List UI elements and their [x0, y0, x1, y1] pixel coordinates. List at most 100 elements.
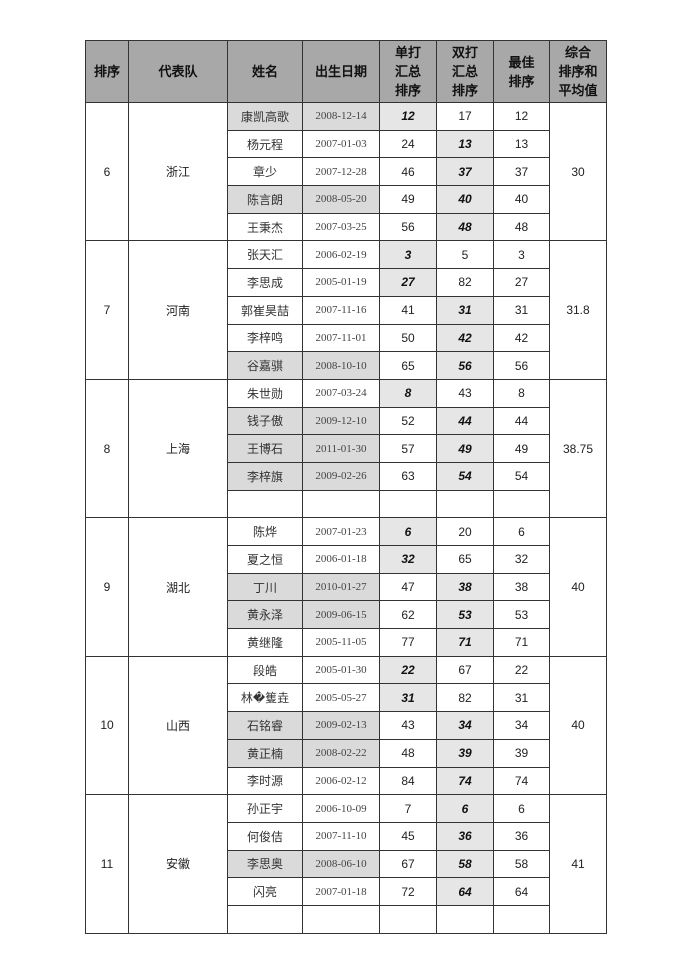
singles-rank: 32: [379, 545, 437, 574]
group-team: 安徽: [128, 794, 228, 934]
doubles-rank: 40: [436, 185, 494, 214]
doubles-rank: 71: [436, 628, 494, 657]
group-average: 30: [549, 101, 607, 242]
table-row: [86, 904, 607, 934]
best-rank: 27: [493, 268, 550, 297]
best-rank: 31: [493, 683, 550, 713]
singles-rank: 45: [379, 821, 437, 851]
header-average: 综合 排序和 平均值: [549, 40, 607, 103]
doubles-rank: 82: [436, 268, 494, 297]
doubles-rank: 54: [436, 461, 494, 491]
birth-date: 2007-03-24: [302, 378, 380, 408]
group-rank: 11: [85, 794, 129, 934]
best-rank: 13: [493, 129, 550, 159]
table-row: 黄永泽 2009-06-15 62 53 53: [86, 600, 607, 630]
doubles-rank: 31: [436, 295, 494, 325]
birth-date: 2007-11-01: [302, 323, 380, 353]
player-name: 李思成: [227, 268, 303, 297]
player-name: 朱世勋: [227, 378, 303, 408]
player-name: 康凯高歌: [227, 102, 303, 131]
group-average: 40: [549, 517, 607, 657]
header-doubles: 双打 汇总 排序: [436, 40, 494, 103]
table-row: 杨元程 2007-01-03 24 13 13: [86, 129, 607, 159]
group-average: 38.75: [549, 378, 607, 519]
singles-rank: 7: [379, 794, 437, 823]
table-row: 闪亮 2007-01-18 72 64 64: [86, 877, 607, 906]
best-rank: 53: [493, 600, 550, 630]
singles-rank: 3: [379, 240, 437, 270]
singles-rank: 22: [379, 655, 437, 685]
table-row: 陈言朗 2008-05-20 49 40 40: [86, 185, 607, 214]
table-row: 李思成 2005-01-19 27 82 27: [86, 268, 607, 297]
player-name: 林�篗垚: [227, 683, 303, 713]
player-name: 张天汇: [227, 240, 303, 270]
singles-rank: 6: [379, 517, 437, 546]
table-row: 林�篗垚 2005-05-27 31 82 31: [86, 683, 607, 713]
birth-date: 2006-02-12: [302, 766, 380, 796]
best-rank: 58: [493, 849, 550, 879]
singles-rank: 48: [379, 738, 437, 768]
best-rank: 32: [493, 545, 550, 574]
table-row: 何俊佶 2007-11-10 45 36 36: [86, 821, 607, 851]
singles-rank: 56: [379, 212, 437, 242]
birth-date: 2008-10-10: [302, 351, 380, 380]
birth-date: 2005-01-30: [302, 655, 380, 685]
table-row: [86, 489, 607, 519]
best-rank: 44: [493, 406, 550, 436]
player-name: 王博石: [227, 434, 303, 463]
best-rank: 6: [493, 517, 550, 546]
table-row: 谷嘉骐 2008-10-10 65 56 56: [86, 351, 607, 380]
player-name: 李时源: [227, 766, 303, 796]
singles-rank: 47: [379, 572, 437, 602]
table-row: 王秉杰 2007-03-25 56 48 48: [86, 212, 607, 242]
table-row: 9 湖北 陈烨 2007-01-23 6 20 6 40: [85, 517, 607, 657]
doubles-rank: 56: [436, 351, 494, 380]
doubles-rank: 44: [436, 406, 494, 436]
table-row: 黄正楠 2008-02-22 48 39 39: [86, 738, 607, 768]
player-name: 陈烨: [227, 517, 303, 546]
singles-rank: 65: [379, 351, 437, 380]
birth-date: 2007-01-23: [302, 517, 380, 546]
birth-date: 2007-03-25: [302, 212, 380, 242]
doubles-rank: 20: [436, 517, 494, 546]
best-rank: 37: [493, 157, 550, 187]
header-row: 排序 代表队 姓名 出生日期 单打 汇总 排序 双打 汇总 排序 最佳 排序 综合 排序和 平…: [85, 40, 607, 103]
best-rank: 31: [493, 295, 550, 325]
player-name: 黄继隆: [227, 628, 303, 657]
singles-rank: 43: [379, 711, 437, 740]
table-row: 7 河南 张天汇 2006-02-19 3 5 3 31.8: [85, 240, 607, 380]
singles-rank: [379, 489, 437, 519]
player-name: 石铭睿: [227, 711, 303, 740]
player-name: 黄正楠: [227, 738, 303, 768]
best-rank: [493, 904, 550, 934]
group-team: 湖北: [128, 517, 228, 657]
doubles-rank: 58: [436, 849, 494, 879]
doubles-rank: 5: [436, 240, 494, 270]
player-name: 夏之恒: [227, 545, 303, 574]
best-rank: 22: [493, 655, 550, 685]
player-name: [227, 489, 303, 519]
doubles-rank: [436, 904, 494, 934]
player-name: 李思奥: [227, 849, 303, 879]
group-rank: 6: [85, 101, 129, 242]
player-name: 杨元程: [227, 129, 303, 159]
birth-date: 2008-02-22: [302, 738, 380, 768]
player-name: 李梓旗: [227, 461, 303, 491]
group-average: 41: [549, 794, 607, 934]
player-name: 章少: [227, 157, 303, 187]
header-name: 姓名: [227, 40, 303, 103]
singles-rank: 67: [379, 849, 437, 879]
doubles-rank: 17: [436, 102, 494, 131]
group-team: 山西: [128, 655, 228, 796]
header-rank: 排序: [85, 40, 129, 103]
doubles-rank: 74: [436, 766, 494, 796]
table-row: 丁川 2010-01-27 47 38 38: [86, 572, 607, 602]
player-name: 丁川: [227, 572, 303, 602]
group-team: 上海: [128, 378, 228, 519]
table-row: 石铭睿 2009-02-13 43 34 34: [86, 711, 607, 740]
birth-date: 2011-01-30: [302, 434, 380, 463]
group-average: 40: [549, 655, 607, 796]
singles-rank: 31: [379, 683, 437, 713]
birth-date: 2008-06-10: [302, 849, 380, 879]
best-rank: 40: [493, 185, 550, 214]
